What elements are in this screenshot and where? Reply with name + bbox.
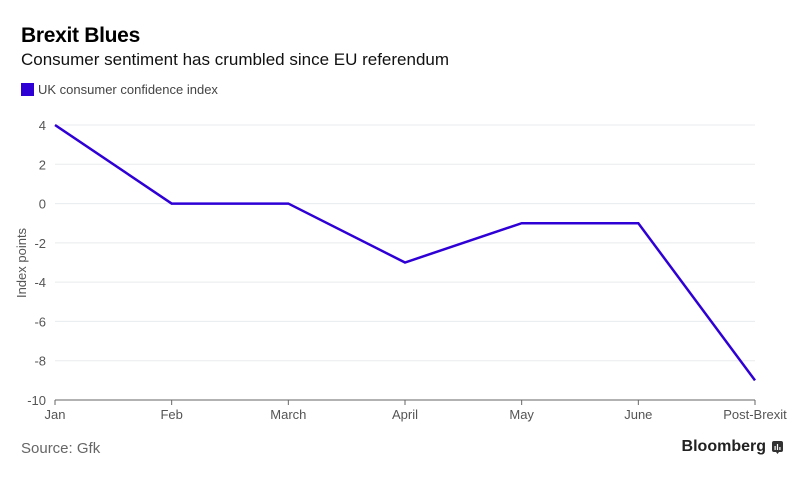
y-tick-label: -6: [34, 314, 46, 329]
x-tick-label: May: [509, 407, 534, 422]
legend-label: UK consumer confidence index: [38, 82, 218, 97]
chart-subtitle: Consumer sentiment has crumbled since EU…: [21, 50, 450, 69]
y-tick-label: -8: [34, 354, 46, 369]
source-note: Source: Gfk: [21, 440, 101, 457]
bloomberg-chart-icon: [772, 440, 783, 454]
chart-title: Brexit Blues: [21, 24, 140, 47]
x-tick-label: Post-Brexit: [723, 407, 787, 422]
legend-swatch: [21, 83, 34, 96]
x-tick-label: June: [624, 407, 652, 422]
y-tick-label: 4: [39, 118, 46, 133]
brand-logo: Bloomberg: [682, 438, 783, 456]
y-tick-label: -2: [34, 236, 46, 251]
brand-name: Bloomberg: [681, 438, 766, 455]
x-axis: Jan Feb March April May June Post-Brexit: [45, 399, 787, 422]
series-lines: [54, 123, 757, 382]
x-tick-label: March: [270, 407, 306, 422]
x-tick-label: April: [392, 407, 418, 422]
y-tick-label: 0: [39, 197, 46, 212]
x-tick-label: Jan: [45, 407, 66, 422]
legend: UK consumer confidence index: [21, 82, 218, 97]
y-tick-label: -10: [27, 393, 46, 408]
y-axis-ticks: 4 2 0 -2 -4 -6 -8 -10: [27, 118, 46, 408]
gridlines: [55, 124, 755, 362]
y-axis-label: Index points: [14, 227, 29, 298]
series-line: [54, 123, 757, 382]
y-tick-label: -4: [34, 275, 46, 290]
x-tick-label: Feb: [160, 407, 182, 422]
y-tick-label: 2: [39, 157, 46, 172]
